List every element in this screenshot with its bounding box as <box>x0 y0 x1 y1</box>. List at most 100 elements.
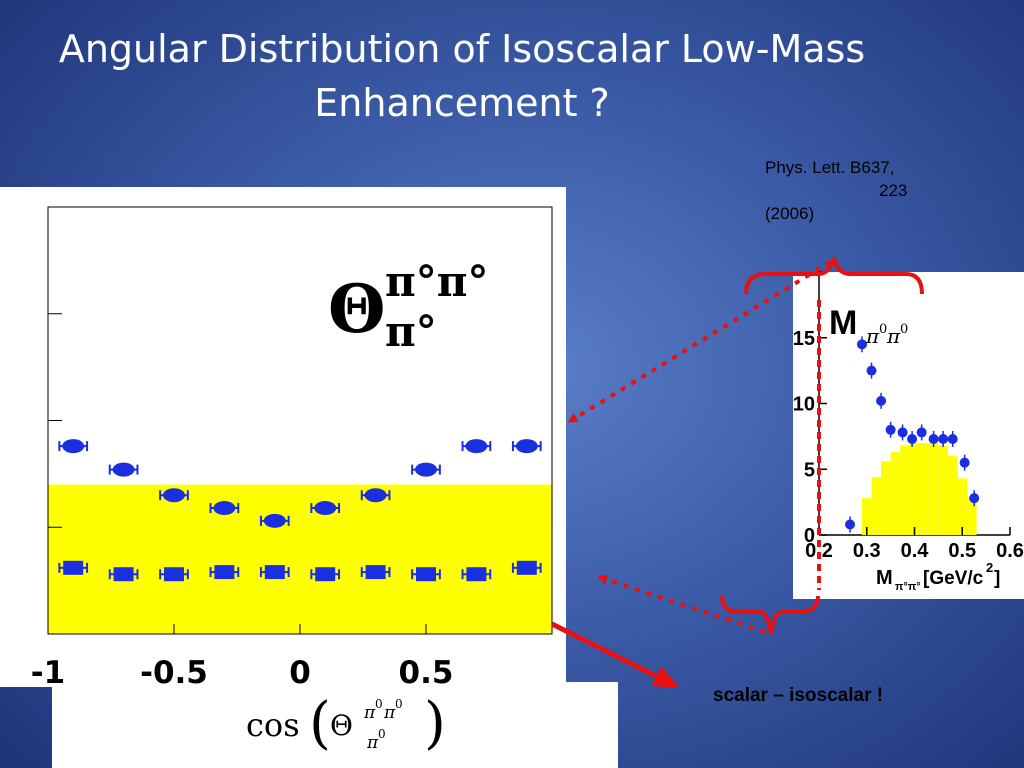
svg-text:π°π°: π°π° <box>385 257 488 306</box>
mass-data-point <box>969 493 980 504</box>
histogram-bin <box>871 477 882 535</box>
svg-text:2: 2 <box>986 560 993 575</box>
isoscalar-band <box>48 484 552 634</box>
data-point-square <box>264 565 285 580</box>
data-point-square <box>63 560 84 575</box>
svg-text:π: π <box>363 703 376 723</box>
data-point-square <box>365 565 386 580</box>
x-tick-label: -1 <box>31 655 65 691</box>
mass-data-point <box>866 365 877 376</box>
histogram-bin <box>947 456 958 535</box>
data-point-ellipse <box>515 439 538 454</box>
mass-data-point <box>907 434 918 445</box>
reference-citation: Phys. Lett. B637, 223 (2006) <box>765 156 945 225</box>
mass-data-point <box>938 434 949 445</box>
svg-text:π: π <box>886 324 901 348</box>
svg-text:Θ: Θ <box>328 270 386 348</box>
data-point-ellipse <box>112 462 135 477</box>
data-point-ellipse <box>465 439 488 454</box>
svg-text:0: 0 <box>879 322 887 337</box>
data-point-square <box>214 565 235 580</box>
upper-brace <box>744 257 924 295</box>
svg-text:cos: cos <box>246 706 300 744</box>
annotation-arrows <box>550 257 924 688</box>
data-point-ellipse <box>163 488 185 503</box>
svg-text:0: 0 <box>395 697 403 711</box>
histogram-bin <box>957 478 968 535</box>
svg-text:π°: π° <box>385 307 437 356</box>
lower-dotted-arrow <box>597 574 766 634</box>
data-point-square <box>164 567 184 582</box>
svg-text:0: 0 <box>900 322 908 337</box>
svg-text:0: 0 <box>378 727 386 741</box>
angular-xlabel: cos ( Θ π 0 π 0 π 0 ) <box>246 691 446 756</box>
mass-data-point <box>845 519 856 530</box>
lower-brace <box>720 595 820 635</box>
data-point-square <box>315 567 336 582</box>
mass-y-tick-label: 5 <box>804 459 815 481</box>
slide-title: Angular Distribution of Isoscalar Low-Ma… <box>0 22 924 130</box>
mass-xlabel: M π°π° [GeV/c 2 ] <box>876 560 1000 593</box>
svg-text:M: M <box>829 304 857 342</box>
reference-line-1: Phys. Lett. B637, <box>765 158 895 177</box>
svg-text:π: π <box>383 703 396 723</box>
histogram-bin <box>861 498 872 535</box>
mass-data-point <box>876 395 887 406</box>
mass-chart: 0 5 10 15 0.2 0.3 0.4 0.5 0.6 M π 0 π 0 M π°π° … <box>793 271 1024 593</box>
reference-line-2: 223 <box>879 181 908 200</box>
mass-plot-panel <box>793 272 1024 599</box>
mass-y-tick-label: 15 <box>793 328 815 350</box>
formula-panel <box>52 682 618 768</box>
svg-text:[GeV/c: [GeV/c <box>923 568 984 589</box>
mass-data-point <box>928 434 939 445</box>
histogram-bin <box>967 498 977 535</box>
mass-data-point <box>885 424 896 435</box>
mass-x-tick-label: 0.2 <box>805 540 833 562</box>
svg-text:Θ: Θ <box>330 709 353 742</box>
svg-text:π°π°: π°π° <box>895 581 921 593</box>
data-point-ellipse <box>263 513 286 528</box>
histogram-bin <box>909 442 920 535</box>
histogram-bin <box>881 461 891 535</box>
mass-x-tick-label: 0.4 <box>901 540 930 562</box>
mass-data-point <box>897 427 908 438</box>
title-line-1: Angular Distribution of Isoscalar Low-Ma… <box>58 27 866 71</box>
mass-data-point <box>959 457 970 468</box>
mass-plot-label: M π 0 π 0 <box>829 304 908 348</box>
reference-line-3: (2006) <box>765 204 815 223</box>
mass-data-point <box>856 339 867 350</box>
svg-text:]: ] <box>994 568 1000 589</box>
histogram-bin <box>890 452 901 535</box>
histogram-bin <box>900 445 910 535</box>
solid-arrow <box>550 621 680 688</box>
data-point-ellipse <box>62 439 85 454</box>
data-point-square <box>416 567 436 582</box>
histogram-bin <box>919 442 929 535</box>
data-point-ellipse <box>213 501 236 516</box>
data-point-ellipse <box>364 488 387 503</box>
svg-text:(: ( <box>309 691 331 756</box>
data-point-square <box>516 560 537 575</box>
x-tick-label: 0.5 <box>399 655 454 691</box>
histogram-bin <box>938 445 948 535</box>
mass-x-tick-label: 0.5 <box>948 540 976 562</box>
x-tick-label: 0 <box>289 655 311 691</box>
mass-data-point <box>947 434 958 445</box>
svg-text:M: M <box>876 567 893 589</box>
angular-chart: -1 -0.5 0 0.5 Θ π°π° π° cos ( Θ π 0 π 0 π 0… <box>31 206 553 756</box>
title-line-2: Enhancement ? <box>314 81 610 125</box>
mass-y-tick-label: 10 <box>793 394 815 416</box>
data-point-ellipse <box>314 501 337 516</box>
angular-plot-title: Θ π°π° π° <box>328 257 488 356</box>
data-point-square <box>113 567 134 582</box>
conclusion-note: scalar – isoscalar ! <box>713 685 884 706</box>
mass-x-tick-label: 0.3 <box>853 540 881 562</box>
svg-text:π: π <box>366 733 379 753</box>
svg-text:π: π <box>865 324 880 348</box>
histogram-bin <box>928 442 939 535</box>
x-tick-label: -0.5 <box>140 655 208 691</box>
data-point-ellipse <box>415 462 437 477</box>
mass-y-tick-label: 0 <box>804 525 815 547</box>
mass-data-point <box>916 427 927 438</box>
